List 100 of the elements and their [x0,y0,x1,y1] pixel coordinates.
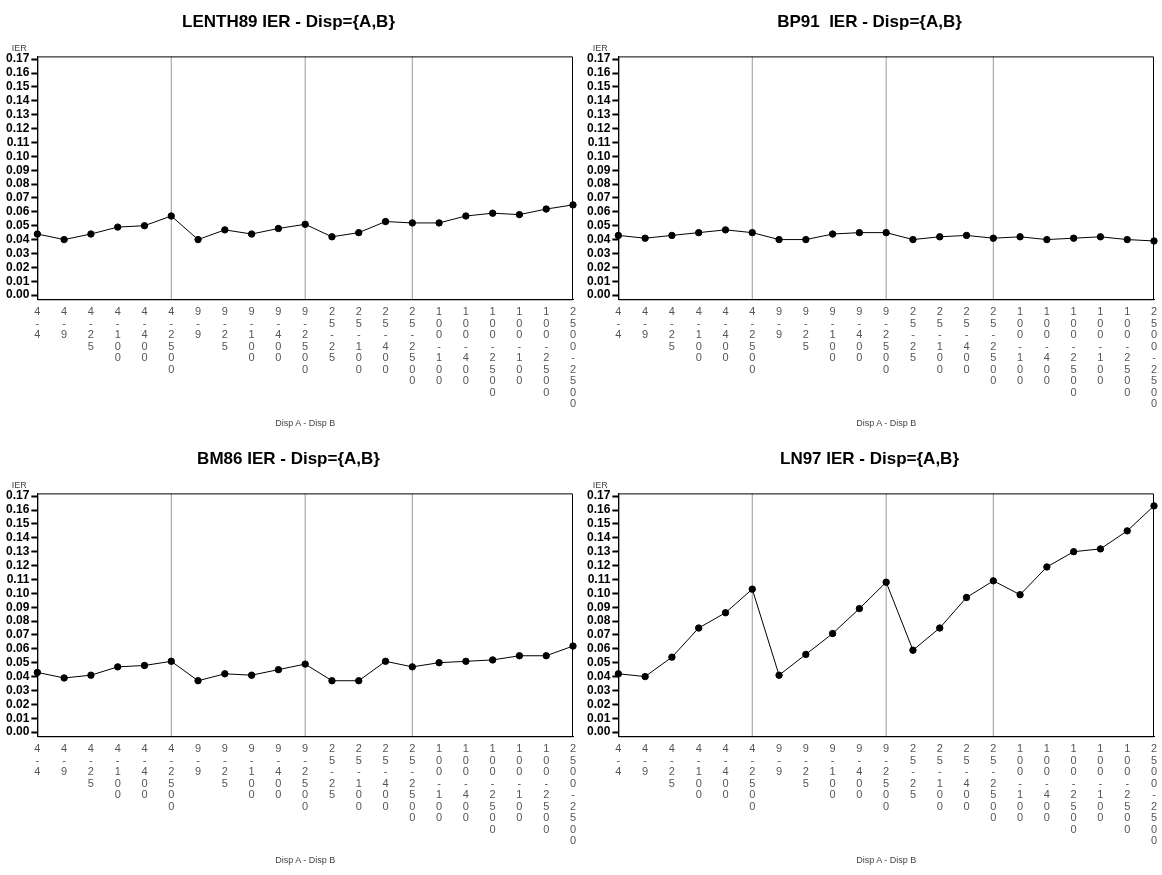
x-tick-label: 9-100 [248,305,255,364]
y-tick-label: 0.11 [6,571,30,586]
point [882,578,890,586]
category-label: 2500-2500 [569,742,577,847]
category-label: 2500-2500 [1150,742,1158,847]
x-tick-label: 4-4 [615,305,622,341]
x-tick-label: 25-2500 [990,742,997,824]
y-tick-label: 0.12 [587,120,611,135]
y-tick-label: 0.00 [587,724,611,739]
point [381,657,390,666]
x-tick-label: 100-2500 [1124,742,1131,835]
y-axis-title: IER [592,480,609,491]
x-tick-label: 9-25 [221,742,228,789]
x-tick-label: 100-100 [516,742,523,824]
y-tick-label: 0.08 [587,176,611,191]
y-tick-label: 0.14 [587,93,611,108]
point [775,671,783,679]
point [962,593,971,602]
y-tick-label: 0.07 [587,190,611,205]
point [194,235,202,244]
y-axis-title: IER [11,480,28,491]
point [355,677,363,685]
point [114,223,122,231]
point [140,661,149,670]
y-tick-label: 0.17 [6,488,30,503]
x-tick-label: 4-100 [695,742,702,801]
x-tick-label: 9-25 [221,305,228,352]
point [962,231,971,240]
point [140,222,149,230]
point [87,230,95,238]
x-tick-label: 25-25 [328,742,336,801]
point [167,212,175,220]
y-tick-label: 0.06 [587,641,611,656]
x-tick-label: 9-9 [194,742,202,778]
x-tick-label: 100-100 [1017,742,1024,824]
y-tick-label: 0.07 [6,190,30,205]
point [1150,502,1158,510]
y-tick-label: 0.17 [6,51,30,66]
x-tick-label: 4-2500 [749,305,756,375]
point [1069,547,1078,556]
x-tick-label: 25-100 [936,742,943,812]
x-tick-label: 4-400 [722,742,729,801]
y-tick-label: 0.15 [6,79,30,94]
x-tick-label: 100-400 [1043,305,1050,387]
point [668,653,676,661]
x-tick-label: 4-9 [642,305,649,341]
y-axis-title: IER [11,43,28,54]
point [1016,233,1024,241]
y-tick-label: 0.02 [587,696,611,711]
point [408,663,417,671]
y-tick-label: 0.12 [6,120,30,135]
x-axis-title: Disp A - Disp B [275,418,336,429]
y-tick-label: 0.09 [6,599,30,614]
category-label: 2500-2500 [1150,305,1158,410]
y-tick-label: 0.15 [6,516,30,531]
x-tick-label: 100-100 [1097,305,1104,387]
point [1069,234,1078,242]
point [936,624,944,632]
x-tick-label: 4-4 [34,305,41,341]
x-tick-label: 4-2500 [168,742,175,812]
y-tick-label: 0.06 [6,641,30,656]
y-tick-label: 0.08 [587,613,611,628]
y-tick-label: 0.13 [6,107,30,121]
point [542,205,550,213]
x-tick-label: 9-2500 [302,742,309,812]
point [167,657,175,666]
x-tick-label: 4-9 [61,305,68,341]
point [488,209,497,217]
y-tick-label: 0.13 [587,107,611,121]
x-tick-label: 100-2500 [543,742,550,835]
x-tick-label: 100-2500 [489,742,496,835]
x-tick-label: 4-400 [141,742,148,801]
point [569,642,577,650]
chart-title: BP91 IER - Disp={A,B} [777,11,963,31]
x-tick-label: 100-400 [462,305,469,387]
y-tick-label: 0.12 [6,557,30,572]
point [194,677,202,685]
y-tick-label: 0.00 [587,287,611,302]
y-tick-label: 0.11 [587,571,611,586]
y-tick-label: 0.02 [6,696,30,711]
chart-title: LN97 IER - Disp={A,B} [779,448,960,468]
y-tick-label: 0.10 [587,585,611,600]
point [828,230,837,238]
x-tick-label: 4-400 [141,305,148,364]
y-tick-label: 0.08 [6,613,30,628]
y-tick-label: 0.14 [6,93,30,108]
point [87,671,95,679]
point [748,228,756,237]
point [668,231,676,240]
point [721,226,730,234]
x-tick-label: 100-100 [1097,742,1104,824]
point [775,235,783,244]
point [328,677,336,685]
y-tick-label: 0.11 [587,134,611,149]
point [695,228,703,237]
point [882,228,890,237]
y-tick-label: 0.13 [6,544,30,558]
point [1043,235,1051,244]
x-tick-label: 4-2500 [168,305,175,375]
x-tick-label: 4-25 [668,305,675,352]
